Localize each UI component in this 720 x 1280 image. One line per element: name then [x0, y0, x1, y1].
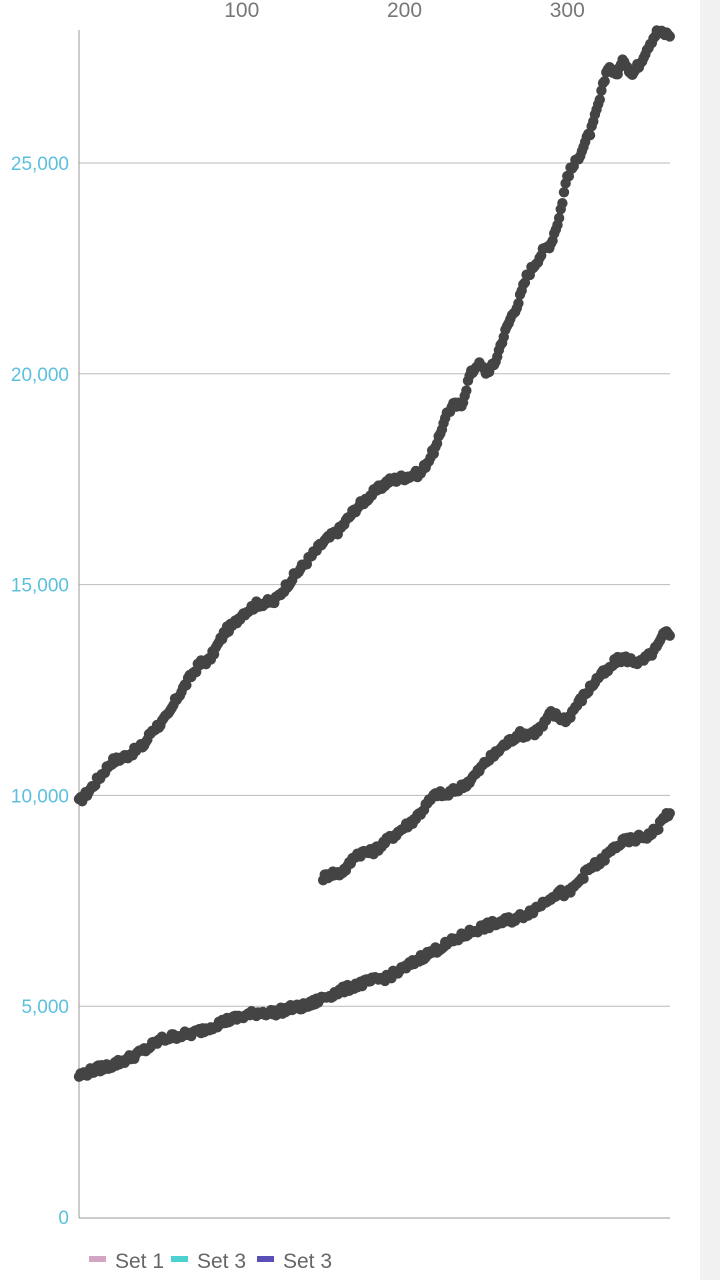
- data-point: [557, 198, 568, 209]
- data-point: [513, 298, 524, 309]
- y-tick-label: 20,000: [11, 365, 69, 386]
- x-tick-label: 100: [224, 0, 259, 22]
- data-point: [599, 75, 610, 87]
- data-point: [653, 824, 664, 835]
- series-3: [73, 808, 675, 1082]
- data-point: [594, 94, 605, 105]
- y-tick-label: 25,000: [11, 154, 69, 175]
- legend-item[interactable]: Set 3: [171, 1250, 246, 1273]
- vertical-scrollbar[interactable]: [700, 0, 720, 1280]
- data-point: [584, 130, 596, 141]
- legend-label: Set 3: [283, 1250, 332, 1273]
- data-point: [461, 385, 472, 396]
- data-point: [664, 808, 675, 819]
- data-point: [578, 873, 589, 885]
- legend-item[interactable]: Set 3: [257, 1250, 332, 1273]
- legend-swatch: [89, 1256, 106, 1262]
- legend-item[interactable]: Set 1: [89, 1250, 164, 1273]
- data-point: [553, 212, 565, 224]
- legend: Set 1 Set 3 Set 3: [89, 1250, 332, 1273]
- data-series: [73, 25, 675, 1082]
- y-tick-label: 15,000: [11, 576, 69, 597]
- data-point: [664, 31, 675, 42]
- x-tick-label: 200: [387, 0, 422, 22]
- legend-swatch: [171, 1256, 188, 1262]
- y-tick-label: 0: [58, 1208, 69, 1229]
- x-tick-label: 300: [550, 0, 585, 22]
- y-tick-label: 10,000: [11, 786, 69, 807]
- grid-lines: [79, 162, 670, 1007]
- legend-swatch: [257, 1256, 274, 1262]
- series-1: [73, 25, 675, 807]
- series-2: [317, 626, 675, 886]
- data-point: [558, 187, 570, 198]
- y-tick-label: 5,000: [21, 997, 69, 1018]
- data-point: [664, 630, 675, 641]
- legend-label: Set 3: [197, 1250, 246, 1273]
- legend-label: Set 1: [115, 1250, 164, 1273]
- axes: 0 5,000 10,000 15,000 20,000 25,000 100 200 300: [11, 0, 670, 1229]
